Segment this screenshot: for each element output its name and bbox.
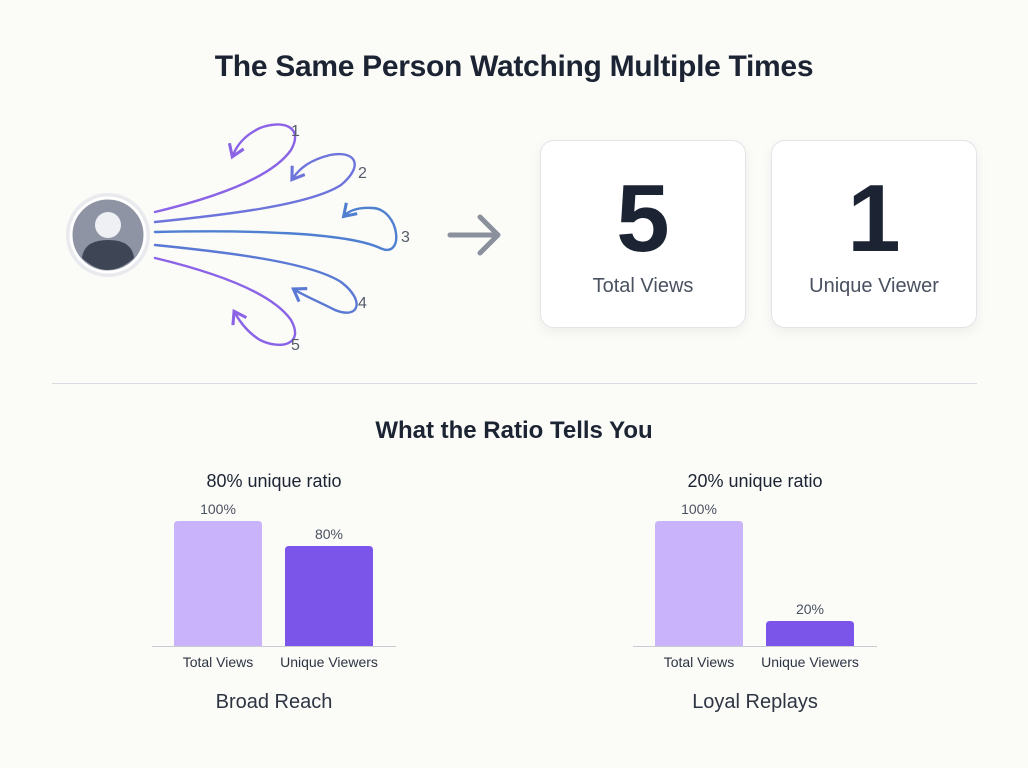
x-tick-label: Total Views xyxy=(664,654,735,670)
section-divider xyxy=(52,383,977,384)
bar-total-views xyxy=(174,521,262,646)
page-title: The Same Person Watching Multiple Times xyxy=(214,50,814,83)
unique-viewer-value: 1 xyxy=(847,165,901,272)
section-title: What the Ratio Tells You xyxy=(375,417,653,444)
x-tick-label: Total Views xyxy=(183,654,254,670)
view-loop-1 xyxy=(153,123,297,214)
view-loop-3 xyxy=(153,202,398,252)
bar-unique-viewers xyxy=(766,621,854,646)
chart-title: 20% unique ratio xyxy=(687,471,823,491)
total-views-card: 5 Total Views xyxy=(540,140,746,328)
loop-label-2: 2 xyxy=(358,165,367,182)
loop-label-5: 5 xyxy=(291,337,300,354)
view-loop-5 xyxy=(153,256,297,347)
x-tick-label: Unique Viewers xyxy=(280,654,378,670)
loop-label-1: 1 xyxy=(291,123,300,140)
total-views-value: 5 xyxy=(616,165,670,272)
bar-total-views xyxy=(655,521,743,646)
bar-data-label: 20% xyxy=(796,601,824,617)
chart-caption: Broad Reach xyxy=(215,691,333,713)
unique-viewer-label: Unique Viewer xyxy=(809,275,939,297)
unique-viewer-card: 1 Unique Viewer xyxy=(771,140,977,328)
total-views-label: Total Views xyxy=(592,275,694,297)
loop-label-4: 4 xyxy=(358,295,367,312)
bar-data-label: 100% xyxy=(681,501,717,517)
viewer-loops-diagram: 1 2 3 4 5 xyxy=(66,123,410,354)
view-loop-4 xyxy=(153,243,358,314)
chart-caption: Loyal Replays xyxy=(692,691,818,713)
bar-data-label: 80% xyxy=(315,526,343,542)
view-loop-2 xyxy=(153,152,356,224)
person-icon xyxy=(82,212,134,270)
arrow-right-icon xyxy=(447,214,501,256)
loop-label-3: 3 xyxy=(401,229,410,246)
chart-title: 80% unique ratio xyxy=(206,471,342,491)
bar-unique-viewers xyxy=(285,546,373,646)
person-avatar xyxy=(66,193,150,277)
x-tick-label: Unique Viewers xyxy=(761,654,859,670)
bar-data-label: 100% xyxy=(200,501,236,517)
